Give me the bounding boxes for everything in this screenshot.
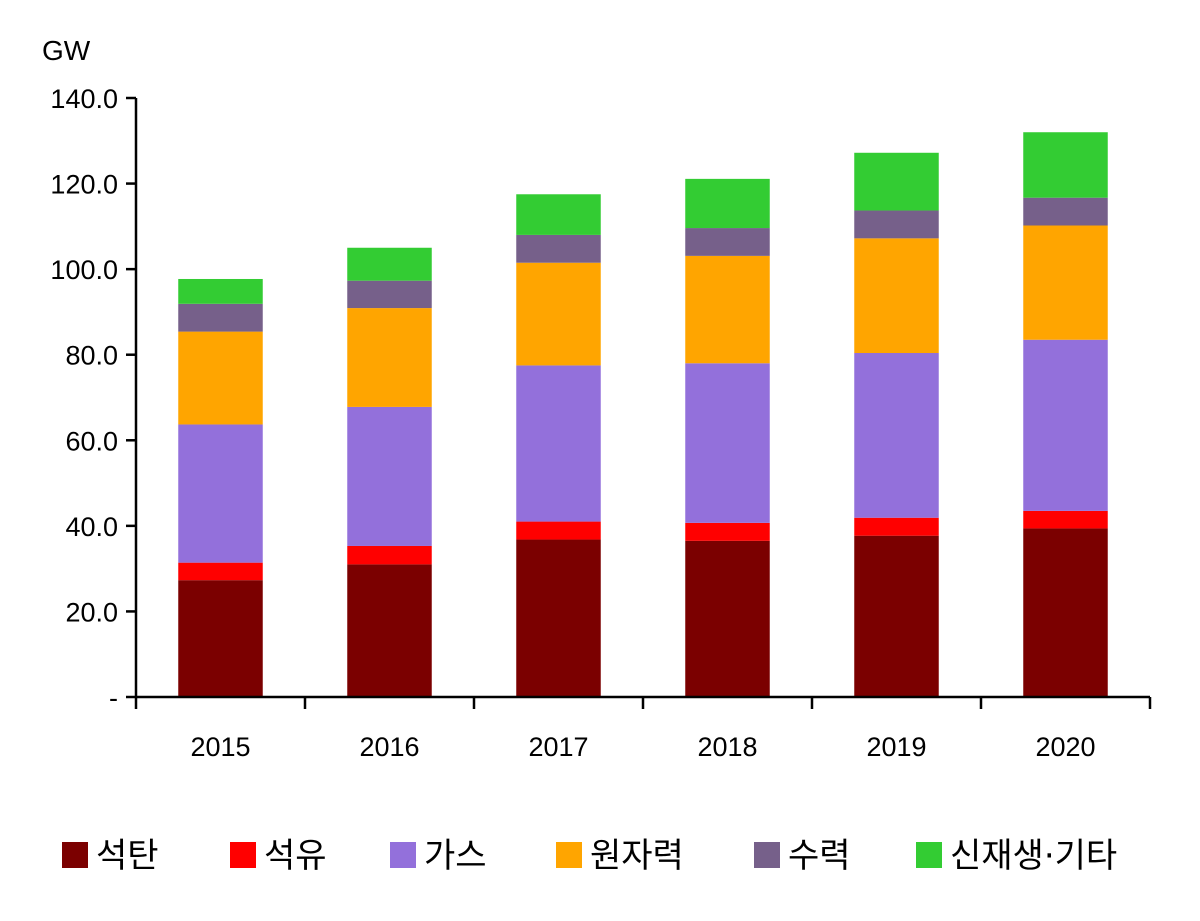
bar-segment-2018-0 — [685, 540, 770, 697]
bar-segment-2016-5 — [347, 247, 432, 281]
legend-swatch — [230, 842, 256, 868]
bar-segment-2018-4 — [685, 228, 770, 256]
x-tick-label: 2018 — [697, 732, 757, 762]
legend-label: 석유 — [264, 836, 327, 876]
y-tick-label: 120.0 — [50, 170, 118, 200]
y-axis-title: GW — [42, 35, 91, 66]
bar-segment-2018-1 — [685, 522, 770, 541]
legend-label: 수력 — [788, 836, 851, 876]
legend-swatch — [556, 842, 582, 868]
legend-swatch — [916, 842, 942, 868]
legend-label: 신재생·기타 — [950, 836, 1117, 876]
bar-segment-2017-0 — [516, 539, 601, 697]
bar-segment-2015-4 — [178, 303, 263, 332]
bar-segment-2015-1 — [178, 562, 263, 581]
bar-segment-2020-1 — [1023, 510, 1108, 529]
y-tick-label: 140.0 — [50, 84, 118, 114]
y-tick-label: 20.0 — [65, 597, 118, 627]
y-tick-label: - — [109, 683, 118, 713]
bar-segment-2017-5 — [516, 194, 601, 235]
bar-segment-2020-0 — [1023, 528, 1108, 697]
bar-segment-2015-3 — [178, 331, 263, 425]
bar-segment-2017-3 — [516, 262, 601, 366]
legend-label: 석탄 — [96, 836, 159, 876]
legend-label: 원자력 — [590, 836, 684, 876]
bar-segment-2015-0 — [178, 580, 263, 697]
bar-segment-2016-1 — [347, 545, 432, 565]
legend: 석탄 석유 가스 원자력 수력 신재생·기타 — [62, 836, 1117, 876]
bar-segment-2019-5 — [854, 152, 939, 211]
bar-segment-2019-2 — [854, 353, 939, 518]
bar-segment-2020-4 — [1023, 197, 1108, 226]
y-tick-label: 40.0 — [65, 512, 118, 542]
bar-segment-2016-2 — [347, 406, 432, 546]
bar-segment-2019-0 — [854, 535, 939, 697]
x-tick-label: 2020 — [1035, 732, 1095, 762]
bar-segment-2020-3 — [1023, 225, 1108, 340]
x-tick-label: 2019 — [866, 732, 926, 762]
bar-segment-2017-1 — [516, 521, 601, 540]
bar-segment-2017-4 — [516, 234, 601, 263]
bar-segment-2020-5 — [1023, 132, 1108, 198]
bar-segment-2018-3 — [685, 255, 770, 364]
bar-segment-2016-4 — [347, 280, 432, 309]
bar-segment-2016-0 — [347, 564, 432, 697]
bar-segment-2019-1 — [854, 517, 939, 536]
legend-swatch — [62, 842, 88, 868]
legend-swatch — [754, 842, 780, 868]
legend-label: 가스 — [424, 836, 487, 876]
bar-segment-2015-2 — [178, 424, 263, 563]
y-tick-label: 100.0 — [50, 255, 118, 285]
bar-segment-2018-5 — [685, 178, 770, 229]
x-tick-label: 2017 — [528, 732, 588, 762]
bar-segment-2016-3 — [347, 308, 432, 407]
x-tick-label: 2015 — [190, 732, 250, 762]
bar-segment-2019-4 — [854, 210, 939, 239]
bar-segment-2017-2 — [516, 365, 601, 522]
bar-segment-2020-2 — [1023, 339, 1108, 511]
y-tick-label: 80.0 — [65, 341, 118, 371]
bar-segment-2019-3 — [854, 238, 939, 354]
x-tick-label: 2016 — [359, 732, 419, 762]
bar-segment-2018-2 — [685, 363, 770, 523]
y-tick-label: 60.0 — [65, 426, 118, 456]
axes-group: - 20.0 40.0 60.0 80.0 100.0 120.0 140.0 2015 2016… — [50, 84, 1152, 762]
legend-swatch — [390, 842, 416, 868]
bars-group — [178, 132, 1108, 697]
bar-segment-2015-5 — [178, 278, 263, 304]
